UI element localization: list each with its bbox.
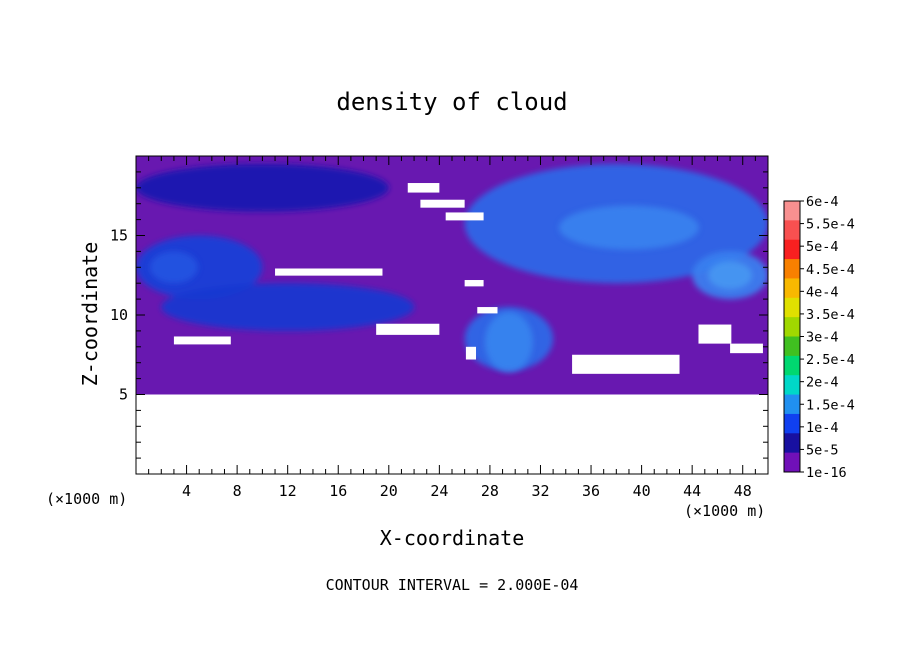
x-tick-label: 16 — [329, 482, 347, 500]
x-tick-label: 32 — [531, 482, 549, 500]
colorbar-swatch — [784, 259, 800, 279]
colorbar-label: 3.5e-4 — [806, 307, 855, 323]
colorbar-label: 2.5e-4 — [806, 352, 855, 368]
y-tick-label: 5 — [119, 386, 128, 404]
colorbar-label: 6e-4 — [806, 194, 839, 210]
cloud-features — [136, 163, 768, 371]
colorbar-label: 5e-4 — [806, 239, 839, 255]
colorbar-label: 5e-5 — [806, 442, 839, 458]
colorbar-label: 2e-4 — [806, 375, 839, 391]
colorbar-swatch — [784, 336, 800, 357]
blank-patch-12 — [730, 343, 763, 354]
colorbar-label: 1e-4 — [806, 420, 839, 436]
colorbar-swatch — [784, 394, 800, 415]
x-tick-label: 28 — [481, 482, 499, 500]
x-tick-label: 20 — [380, 482, 398, 500]
y-axis-unit-label: (×1000 m) — [46, 490, 128, 508]
y-tick-label: 15 — [110, 227, 128, 245]
colorbar-label: 1e-16 — [806, 465, 847, 481]
blank-patch-9 — [465, 346, 477, 360]
blank-regions — [136, 183, 768, 474]
blank-lower-region — [136, 394, 768, 474]
colorbar-label: 5.5e-4 — [806, 217, 855, 233]
x-tick-label: 36 — [582, 482, 600, 500]
y-tick-label: 10 — [110, 306, 128, 324]
cloud-cores — [149, 205, 753, 373]
colorbar-swatch — [784, 413, 800, 434]
blank-patch-1 — [407, 183, 440, 193]
x-tick-label: 48 — [734, 482, 752, 500]
colorbar-label: 3e-4 — [806, 330, 839, 346]
contour-interval-note: CONTOUR INTERVAL = 2.000E-04 — [325, 576, 579, 594]
x-tick-label: 44 — [683, 482, 701, 500]
x-axis-ticks: 4 8 12 16 20 24 28 32 36 40 44 48 — [148, 156, 756, 500]
blank-patch-11 — [698, 324, 732, 344]
cloud-feature-3 — [161, 283, 415, 331]
core-mid-left — [149, 251, 198, 284]
blank-patch-8 — [477, 307, 498, 314]
core-central-cell — [484, 312, 533, 373]
cloud-feature-1 — [136, 163, 389, 212]
colorbar-swatch — [784, 433, 800, 454]
density-field — [136, 156, 768, 474]
y-axis-ticks: 5 10 15 — [110, 171, 768, 459]
core-right-band — [708, 261, 753, 290]
cloud-feature-2 — [136, 235, 263, 300]
colorbar-swatch — [784, 278, 800, 299]
colorbar-swatch — [784, 375, 800, 396]
x-tick-label: 4 — [182, 482, 191, 500]
colorbar-swatch — [784, 297, 800, 318]
blank-patch-10 — [572, 354, 680, 374]
blank-patch-5 — [464, 280, 484, 287]
colorbar-swatch — [784, 355, 800, 376]
core-upper-right — [558, 205, 699, 250]
colorbar-label: 4.5e-4 — [806, 262, 855, 278]
blank-patch-3 — [445, 212, 484, 221]
x-tick-label: 40 — [633, 482, 651, 500]
x-tick-label: 12 — [279, 482, 297, 500]
blank-patch-2 — [420, 199, 465, 208]
colorbar-swatch — [784, 239, 800, 260]
colorbar: 6e-4 5.5e-4 5e-4 4.5e-4 4e-4 3.5e-4 3e-4 2.5e-4… — [783, 194, 855, 481]
colorbar-swatch — [784, 317, 800, 337]
x-tick-label: 8 — [233, 482, 242, 500]
x-tick-label: 24 — [430, 482, 448, 500]
blank-patch-6 — [173, 336, 231, 345]
blank-patch-7 — [376, 323, 440, 335]
colorbar-label: 1.5e-4 — [806, 397, 855, 413]
colorbar-swatch — [784, 452, 800, 473]
colorbar-swatch — [784, 220, 800, 241]
x-axis-unit-label: (×1000 m) — [684, 502, 766, 520]
x-axis-label: X-coordinate — [379, 526, 525, 550]
colorbar-label: 4e-4 — [806, 284, 839, 300]
chart-title: density of cloud — [336, 88, 568, 116]
colorbar-swatch — [784, 201, 800, 221]
blank-patch-4 — [275, 268, 383, 276]
